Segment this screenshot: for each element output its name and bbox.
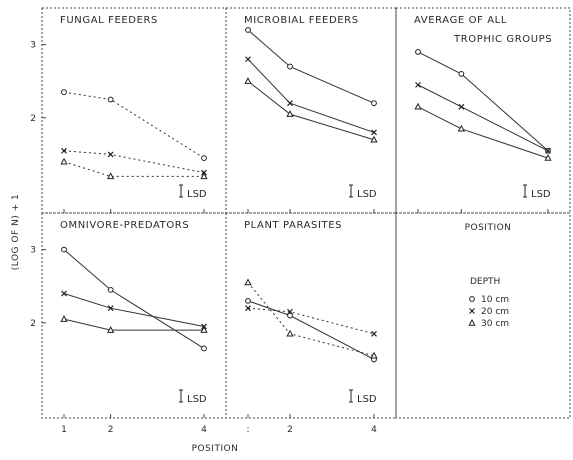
data-point-triangle <box>244 278 252 286</box>
y-tick-label: 2 <box>30 319 36 329</box>
data-point-circle <box>245 297 251 304</box>
series-line-x <box>63 293 205 327</box>
data-point-x <box>107 151 114 158</box>
data-point-triangle <box>370 351 378 359</box>
lsd-label: LSD <box>357 394 377 405</box>
panel-title: OMNIVORE-PREDATORS <box>60 220 189 231</box>
data-point-x <box>61 147 67 154</box>
y-tick-label: 3 <box>30 41 36 51</box>
x-axis-label-panel-position: POSITION <box>465 223 512 233</box>
panel-4: OMNIVORE-PREDATORS LSD 2 3 1 2 4 <box>30 220 208 435</box>
data-point-x <box>415 81 421 88</box>
panel-title: PLANT PARASITES <box>244 220 342 231</box>
data-point-circle <box>287 63 293 70</box>
data-point-circle <box>107 286 114 293</box>
legend-title: DEPTH <box>470 277 500 287</box>
data-point-triangle <box>60 315 68 322</box>
data-point-circle <box>201 155 207 161</box>
lsd-label: LSD <box>187 189 207 200</box>
legend-marker-x <box>469 308 475 314</box>
lsd-label: LSD <box>531 189 551 200</box>
x-axis-title: POSITION <box>192 444 239 454</box>
data-point-x <box>107 305 114 312</box>
data-point-circle <box>245 27 251 33</box>
x-tick-label: : <box>246 425 249 435</box>
data-point-triangle <box>200 172 208 180</box>
lsd-label: LSD <box>187 394 207 405</box>
data-point-x <box>545 147 551 154</box>
series-line-circle <box>247 300 375 360</box>
data-point-circle <box>415 49 421 55</box>
panel-frame-6 <box>395 212 571 419</box>
data-point-triangle <box>370 135 378 143</box>
panel-title: FUNGAL FEEDERS <box>60 15 158 26</box>
legend-marker-circle <box>469 296 475 302</box>
data-point-x <box>458 103 465 110</box>
panel-subtitle: TROPHIC GROUPS <box>453 34 552 45</box>
data-point-triangle <box>60 157 68 165</box>
series-line-circle <box>247 29 375 104</box>
data-point-circle <box>287 312 293 319</box>
series-line-triangle <box>417 106 549 159</box>
x-tick-label: 1 <box>61 425 67 435</box>
legend-marker-triangle <box>468 318 476 326</box>
data-point-x <box>287 100 293 107</box>
legend-label: 30 cm <box>481 319 509 329</box>
data-point-x <box>371 330 377 337</box>
data-point-x <box>287 308 293 315</box>
panel-frame-5 <box>225 212 397 419</box>
data-point-x <box>245 305 251 312</box>
data-point-triangle <box>107 172 115 180</box>
series-line-x <box>247 307 375 335</box>
lsd-label: LSD <box>357 189 377 200</box>
legend: DEPTH 10 cm 20 cm 30 cm <box>468 277 509 329</box>
data-point-triangle <box>107 326 115 333</box>
series-line-x <box>63 150 205 174</box>
panel-frame-1 <box>41 7 227 214</box>
data-point-x <box>371 129 377 136</box>
data-point-x <box>61 290 67 297</box>
series-line-triangle <box>63 318 204 331</box>
panel-3: AVERAGE OF ALL TROPHIC GROUPS LSD <box>414 15 552 213</box>
data-point-triangle <box>286 329 294 337</box>
y-axis-title: (LOG OF N) + 1 <box>11 194 21 270</box>
panel-frame-4 <box>41 212 227 419</box>
panel-1: FUNGAL FEEDERS LSD 2 3 <box>30 15 208 213</box>
panel-frame-3 <box>395 7 571 214</box>
series-line-circle <box>63 91 205 159</box>
series-line-x <box>417 84 549 152</box>
data-point-triangle <box>457 124 465 132</box>
panel-2: MICROBIAL FEEDERS LSD <box>244 15 378 213</box>
x-tick-label: 4 <box>201 425 207 435</box>
data-point-circle <box>107 96 114 103</box>
data-point-triangle <box>286 110 294 117</box>
data-point-triangle <box>200 326 208 333</box>
data-point-circle <box>61 89 67 96</box>
y-tick-label: 2 <box>30 114 36 124</box>
x-tick-label: 2 <box>287 425 293 435</box>
panel-frames <box>41 7 571 419</box>
data-point-triangle <box>414 102 422 110</box>
data-point-triangle <box>244 77 252 84</box>
data-point-triangle <box>544 154 552 161</box>
data-point-circle <box>201 345 207 352</box>
series-line-triangle <box>63 161 204 177</box>
data-point-circle <box>61 246 67 253</box>
series-line-circle <box>63 249 205 349</box>
panel-5: PLANT PARASITES LSD: 2 4 <box>244 220 378 435</box>
data-point-x <box>245 56 251 63</box>
x-tick-label: 4 <box>371 425 377 435</box>
y-tick-label: 3 <box>30 246 36 256</box>
legend-label: 20 cm <box>481 307 509 317</box>
panel-title: AVERAGE OF ALL <box>414 15 507 26</box>
panel-title: MICROBIAL FEEDERS <box>244 15 359 26</box>
series-line-triangle <box>247 282 375 357</box>
data-point-circle <box>371 100 377 107</box>
data-point-circle <box>458 70 465 77</box>
x-tick-label: 2 <box>108 425 114 435</box>
legend-label: 10 cm <box>481 295 509 305</box>
